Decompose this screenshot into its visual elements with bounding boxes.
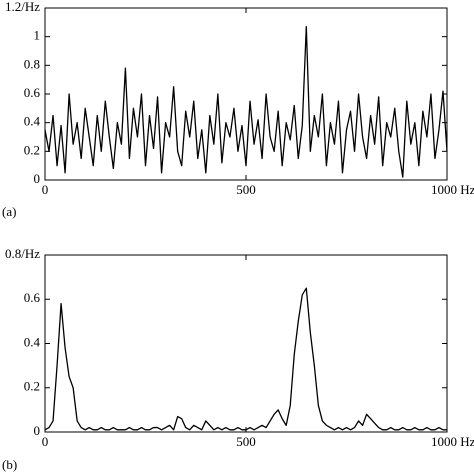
panel-label: (b) [2, 457, 17, 472]
x-tick-label: 0 [42, 434, 49, 449]
x-tick-label: 500 [236, 182, 256, 197]
y-tick-label: 0.2 [24, 379, 40, 394]
y-tick-label: 0.4 [24, 334, 41, 349]
y-tick-label: 0.6 [24, 290, 41, 305]
y-tick-label: 0.8/Hz [5, 246, 40, 261]
x-tick-label: 500 [236, 434, 256, 449]
y-tick-label: 0.6 [24, 85, 41, 100]
y-tick-label: 0 [34, 423, 41, 438]
spectrum-line [44, 287, 447, 431]
y-tick-label: 0.4 [24, 114, 41, 129]
y-tick-label: 0.2 [24, 142, 40, 157]
y-tick-label: 1.2/Hz [5, 0, 40, 14]
panel-label: (a) [2, 204, 16, 219]
x-tick-label: 0 [42, 182, 49, 197]
plot-frame [44, 7, 448, 181]
x-tick-label: 1000 Hz [431, 182, 474, 197]
x-tick-label: 1000 Hz [431, 434, 474, 449]
y-tick-label: 0 [34, 171, 41, 186]
y-tick-label: 0.8 [24, 56, 40, 71]
y-tick-label: 1 [34, 28, 41, 43]
spectrum-line [44, 25, 448, 178]
plot-frame [44, 254, 448, 433]
